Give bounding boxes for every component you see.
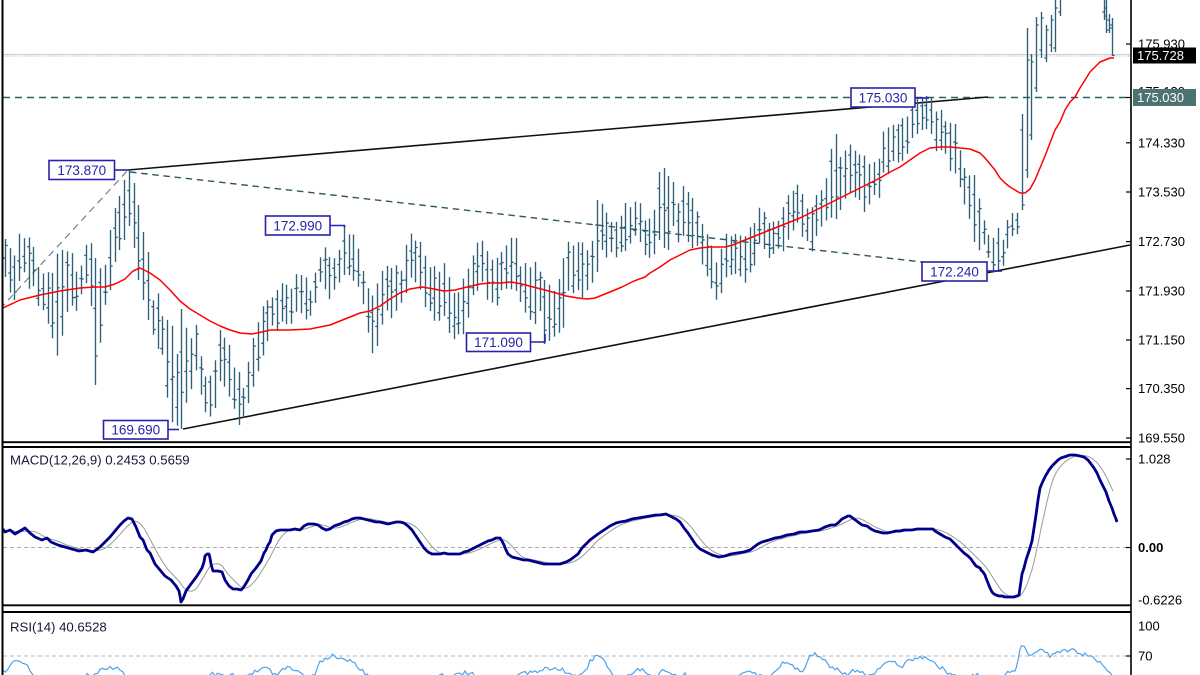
svg-text:MACD(12,26,9) 0.2453 0.5659: MACD(12,26,9) 0.2453 0.5659	[10, 453, 190, 468]
svg-text:-0.6226: -0.6226	[1138, 593, 1182, 608]
svg-text:175.030: 175.030	[1137, 90, 1184, 105]
svg-text:173.870: 173.870	[57, 163, 106, 178]
svg-text:175.728: 175.728	[1137, 48, 1184, 63]
svg-text:171.090: 171.090	[474, 335, 523, 350]
svg-text:170.350: 170.350	[1138, 381, 1185, 396]
svg-text:172.990: 172.990	[273, 218, 322, 233]
svg-text:175.030: 175.030	[859, 90, 908, 105]
svg-text:174.330: 174.330	[1138, 135, 1185, 150]
svg-text:171.150: 171.150	[1138, 333, 1185, 348]
svg-text:169.690: 169.690	[111, 423, 160, 438]
svg-text:169.550: 169.550	[1138, 431, 1185, 446]
svg-text:172.240: 172.240	[930, 264, 979, 279]
svg-text:1.028: 1.028	[1138, 452, 1171, 467]
svg-text:0.00: 0.00	[1138, 540, 1163, 555]
svg-text:172.730: 172.730	[1138, 234, 1185, 249]
svg-text:70: 70	[1138, 649, 1152, 664]
svg-text:171.930: 171.930	[1138, 284, 1185, 299]
svg-text:RSI(14) 40.6528: RSI(14) 40.6528	[10, 620, 107, 635]
svg-text:173.530: 173.530	[1138, 185, 1185, 200]
svg-text:100: 100	[1138, 619, 1160, 634]
